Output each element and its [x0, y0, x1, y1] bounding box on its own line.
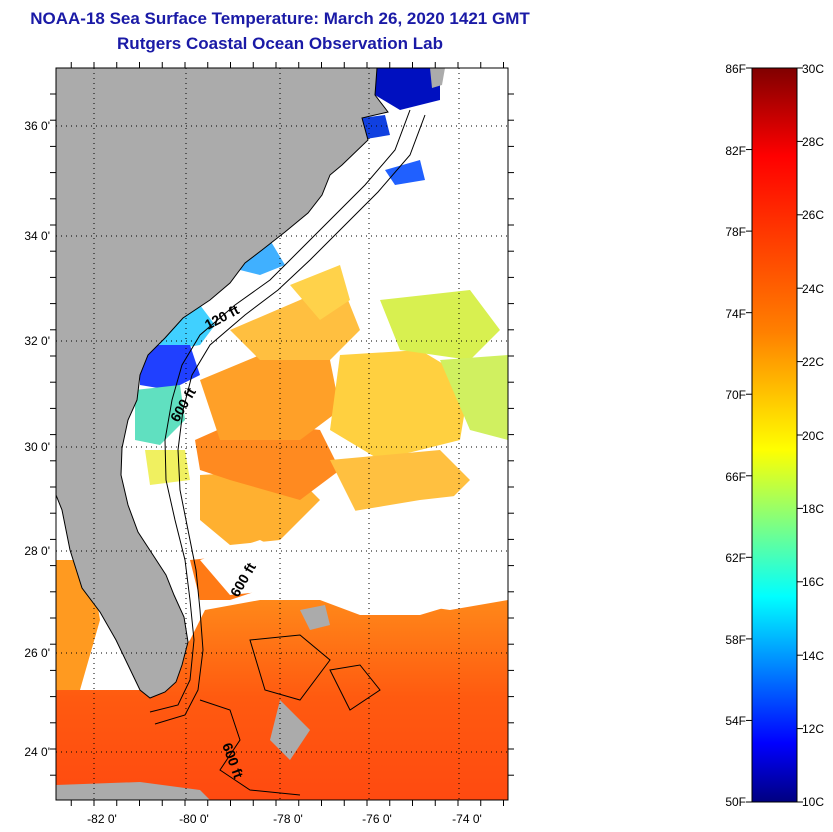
cloud-mask-northeast [400, 210, 508, 290]
delmarva-tip [430, 68, 445, 88]
lon-label-78: -78 0' [273, 812, 303, 826]
colorbar-celsius-labels: 30C 28C 26C 24C 22C 20C 18C 16C 14C 12C … [802, 62, 824, 809]
cb-f-label-74: 74F [725, 307, 746, 321]
cb-c-label-28: 28C [802, 135, 824, 149]
cb-f-label-78: 78F [725, 225, 746, 239]
sst-yellow-north [290, 265, 350, 320]
sst-yellow-east [330, 350, 470, 460]
sst-lime-east [440, 355, 508, 440]
map-frame [55, 67, 509, 801]
abaco-island [300, 605, 330, 630]
lon-label-76: -76 0' [362, 812, 392, 826]
cb-c-label-12: 12C [802, 722, 824, 736]
cb-f-label-50: 50F [725, 795, 746, 809]
frame-ticks [50, 62, 514, 806]
cb-c-label-20: 20C [802, 429, 824, 443]
longitude-labels: -82 0' -80 0' -78 0' -76 0' -74 0' [87, 812, 482, 826]
cb-c-label-24: 24C [802, 282, 824, 296]
colorbar-fahrenheit-labels: 86F 82F 78F 74F 70F 66F 62F 58F 54F 50F [725, 62, 746, 809]
map-title: NOAA-18 Sea Surface Temperature: March 2… [30, 9, 530, 28]
cb-f-label-82: 82F [725, 144, 746, 158]
contour-600ft-straits [199, 699, 301, 796]
lon-label-74: -74 0' [452, 812, 482, 826]
us-southeast-land [56, 68, 389, 699]
sst-green-yellow [380, 290, 500, 360]
cb-c-label-16: 16C [802, 575, 824, 589]
andros-island [270, 700, 310, 760]
latitude-labels: 36 0' 34 0' 32 0' 30 0' 28 0' 26 0' 24 0… [24, 119, 50, 759]
colorbar-gradient [751, 67, 798, 803]
cb-c-label-18: 18C [802, 502, 824, 516]
sst-pale-yellow-coastal [145, 450, 190, 485]
sst-orange-band [200, 355, 340, 440]
cb-f-label-58: 58F [725, 633, 746, 647]
lat-label-28: 28 0' [24, 544, 50, 558]
cb-c-label-22: 22C [802, 355, 824, 369]
colorbar: 86F 82F 78F 74F 70F 66F 62F 58F 54F 50F … [725, 62, 824, 809]
cb-c-label-30: 30C [802, 62, 824, 76]
cb-f-label-62: 62F [725, 551, 746, 565]
cb-f-label-70: 70F [725, 388, 746, 402]
bahamas-bank-2 [329, 664, 381, 711]
cloud-mask-east [300, 490, 508, 610]
cb-f-label-86: 86F [725, 62, 746, 76]
cb-c-label-10: 10C [802, 795, 824, 809]
lon-label-80: -80 0' [179, 812, 209, 826]
lon-label-82: -82 0' [87, 812, 117, 826]
lat-label-36: 36 0' [24, 119, 50, 133]
sst-warm-south [56, 596, 508, 800]
contour-120ft [149, 109, 411, 713]
lat-label-34: 34 0' [24, 229, 50, 243]
cb-f-label-54: 54F [725, 714, 746, 728]
sst-cold-north [360, 68, 440, 110]
bahamas-bank-1 [249, 634, 331, 701]
colorbar-ticks [746, 67, 803, 803]
map-subtitle: Rutgers Coastal Ocean Observation Lab [117, 34, 443, 53]
cb-c-label-26: 26C [802, 208, 824, 222]
lat-label-30: 30 0' [24, 440, 50, 454]
cloud-mask-mid [200, 540, 300, 595]
cb-c-label-14: 14C [802, 649, 824, 663]
lat-label-26: 26 0' [24, 646, 50, 660]
cuba-land [56, 782, 210, 800]
lat-label-24: 24 0' [24, 745, 50, 759]
cb-f-label-66: 66F [725, 470, 746, 484]
contour-600ft [154, 114, 426, 725]
lat-label-32: 32 0' [24, 334, 50, 348]
graticule [56, 68, 508, 800]
sst-blue-cape [385, 160, 425, 185]
map-panel: 120 ft 600 ft 600 ft 600 ft [56, 68, 508, 800]
sst-blue-coastal [140, 345, 200, 390]
